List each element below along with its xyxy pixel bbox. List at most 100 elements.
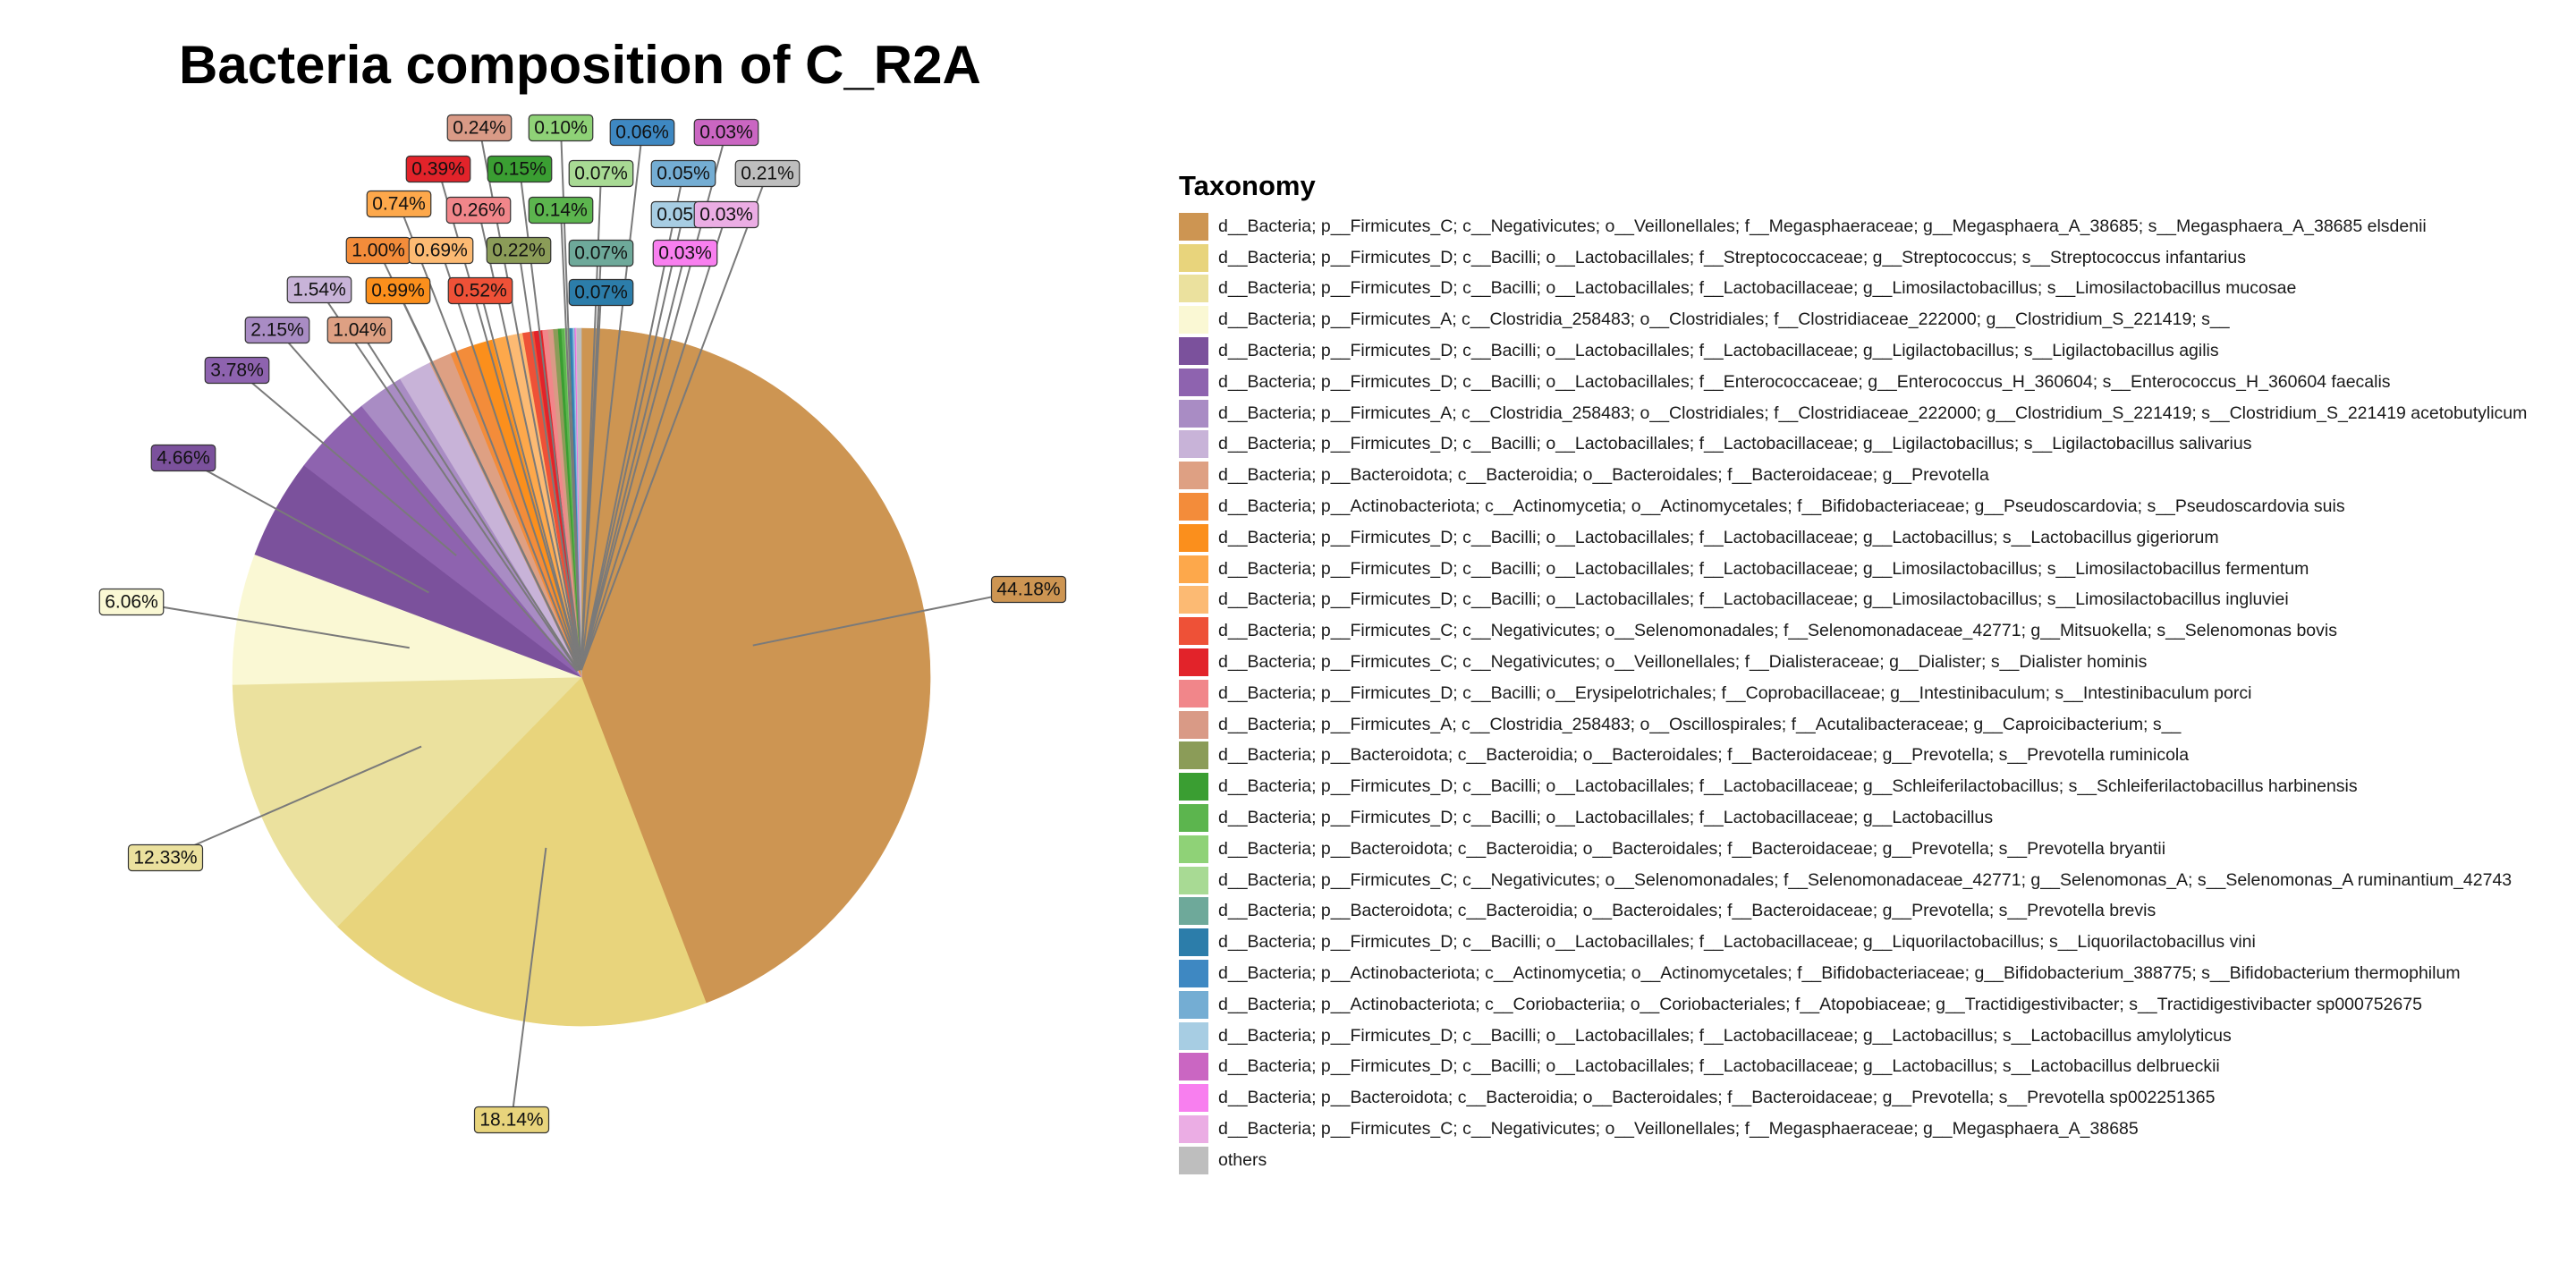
slice-label-box [326, 316, 393, 344]
legend-entry: d__Bacteria; p__Firmicutes_D; c__Bacilli… [1179, 554, 2527, 585]
slice-leader-line [752, 589, 1030, 647]
legend-swatch [1179, 337, 1208, 366]
slice-label-text: 4.66% [157, 448, 210, 469]
slice-label-box [650, 159, 716, 188]
slice-label-box [487, 155, 553, 183]
legend-entry: d__Bacteria; p__Bacteroidota; c__Bactero… [1179, 1082, 2527, 1114]
legend-label: d__Bacteria; p__Firmicutes_C; c__Negativ… [1218, 621, 2337, 641]
pie-slice [232, 554, 582, 685]
legend-entry: d__Bacteria; p__Firmicutes_D; c__Bacilli… [1179, 771, 2527, 802]
slice-leader-line [397, 290, 580, 671]
slice-leader-line [182, 457, 429, 594]
slice-label: 0.39% [405, 155, 471, 183]
slice-label-text: 0.14% [534, 200, 588, 221]
slice-leader-line [580, 252, 686, 671]
slice-label-text: 0.03% [658, 243, 712, 264]
slice-leader-line [165, 745, 422, 859]
slice-label-box [405, 155, 471, 183]
legend-label: d__Bacteria; p__Firmicutes_D; c__Bacilli… [1218, 682, 2252, 703]
legend-swatch [1179, 523, 1208, 552]
slice-leader-line [511, 847, 547, 1121]
legend-label: d__Bacteria; p__Firmicutes_C; c__Negativ… [1218, 1119, 2139, 1139]
legend-swatch [1179, 368, 1208, 396]
legend-entry: d__Bacteria; p__Firmicutes_D; c__Bacilli… [1179, 927, 2527, 958]
slice-label-text: 0.69% [414, 241, 468, 261]
slice-label: 12.33% [127, 843, 204, 872]
legend-swatch [1179, 741, 1208, 770]
slice-label: 0.06% [609, 118, 675, 147]
legend-entry: d__Bacteria; p__Bacteroidota; c__Bactero… [1179, 896, 2527, 928]
slice-label-box [244, 316, 310, 344]
slice-label-text: 0.21% [741, 164, 794, 184]
slice-label-text: 1.04% [333, 320, 386, 341]
legend-entry: d__Bacteria; p__Firmicutes_D; c__Bacilli… [1179, 429, 2527, 461]
legend-label: d__Bacteria; p__Bacteroidota; c__Bactero… [1218, 901, 2157, 921]
slice-label-box [528, 196, 594, 225]
slice-leader-line [359, 329, 580, 672]
legend-entry: d__Bacteria; p__Firmicutes_C; c__Negativ… [1179, 615, 2527, 647]
legend-swatch [1179, 275, 1208, 303]
slice-label-box [568, 239, 634, 267]
slice-label: 0.10% [528, 114, 594, 142]
legend-label: d__Bacteria; p__Actinobacteriota; c__Cor… [1218, 994, 2422, 1014]
slice-label-text: 0.05% [657, 164, 710, 184]
slice-label-text: 0.07% [574, 243, 628, 264]
legend-label: d__Bacteria; p__Firmicutes_D; c__Bacilli… [1218, 776, 2358, 797]
slice-label-box [366, 190, 432, 218]
slice-label-text: 12.33% [133, 848, 197, 869]
pie-chart: 44.18% 18.14% 12.33% 6.06% 4.66% 3.78% 2.15% 1.… [98, 114, 1067, 1134]
slice-label-box [652, 239, 718, 267]
slice-label: 0.03% [693, 118, 759, 147]
slice-label-box [486, 236, 552, 265]
legend-label: d__Bacteria; p__Firmicutes_C; c__Negativ… [1218, 652, 2148, 673]
slice-label-text: 0.24% [453, 118, 506, 139]
pie-slice [576, 327, 582, 678]
legend-swatch [1179, 212, 1208, 241]
legend-label: d__Bacteria; p__Bacteroidota; c__Bactero… [1218, 745, 2190, 766]
slice-leader-line [580, 214, 727, 671]
legend-label: others [1218, 1149, 1267, 1170]
slice-label-text: 0.03% [699, 205, 753, 225]
slice-leader-line [276, 329, 579, 673]
legend-label: d__Bacteria; p__Firmicutes_D; c__Bacilli… [1218, 247, 2246, 267]
legend-entry: d__Bacteria; p__Bacteroidota; c__Bactero… [1179, 834, 2527, 865]
legend-label: d__Bacteria; p__Firmicutes_C; c__Negativ… [1218, 216, 2427, 236]
legend-entry: d__Bacteria; p__Firmicutes_D; c__Bacilli… [1179, 367, 2527, 398]
slice-label-text: 0.10% [534, 118, 588, 139]
legend-title: Taxonomy [1179, 170, 1316, 201]
slice-leader-line [440, 250, 581, 671]
slice-label: 0.05% [650, 159, 716, 188]
slice-label-box [693, 118, 759, 147]
slice-leader-line [580, 214, 684, 671]
legend-entry: d__Bacteria; p__Actinobacteriota; c__Act… [1179, 958, 2527, 989]
legend-entry: d__Bacteria; p__Firmicutes_D; c__Bacilli… [1179, 335, 2527, 367]
slice-label-text: 2.15% [250, 320, 304, 341]
legend-label: d__Bacteria; p__Firmicutes_D; c__Bacilli… [1218, 589, 2289, 610]
slice-label: 0.99% [365, 276, 431, 305]
slice-label-text: 0.39% [411, 159, 465, 180]
slice-label: 6.06% [98, 588, 165, 616]
legend-label: d__Bacteria; p__Actinobacteriota; c__Act… [1218, 496, 2345, 517]
legend-swatch [1179, 804, 1208, 833]
legend-swatch [1179, 1115, 1208, 1143]
legend-entry: d__Bacteria; p__Firmicutes_C; c__Negativ… [1179, 865, 2527, 896]
legend: Taxonomy d__Bacteria; p__Firmicutes_C; c… [1179, 170, 2527, 1176]
slice-label: 0.15% [487, 155, 553, 183]
legend-items: d__Bacteria; p__Firmicutes_C; c__Negativ… [1179, 211, 2527, 1176]
legend-swatch [1179, 462, 1208, 490]
legend-entry: d__Bacteria; p__Bacteroidota; c__Bactero… [1179, 460, 2527, 491]
slice-label: 2.15% [244, 316, 310, 344]
legend-swatch [1179, 773, 1208, 801]
legend-swatch [1179, 493, 1208, 521]
legend-label: d__Bacteria; p__Firmicutes_D; c__Bacilli… [1218, 527, 2219, 547]
pie-slice [336, 676, 707, 1027]
slice-label-text: 0.07% [574, 164, 628, 184]
legend-swatch [1179, 399, 1208, 428]
legend-label: d__Bacteria; p__Firmicutes_D; c__Bacilli… [1218, 1025, 2232, 1046]
slice-label-text: 0.15% [493, 159, 547, 180]
slice-label: 18.14% [473, 1106, 550, 1134]
slice-label: 0.14% [528, 196, 594, 225]
legend-entry: d__Bacteria; p__Firmicutes_A; c__Clostri… [1179, 304, 2527, 335]
legend-swatch [1179, 897, 1208, 926]
